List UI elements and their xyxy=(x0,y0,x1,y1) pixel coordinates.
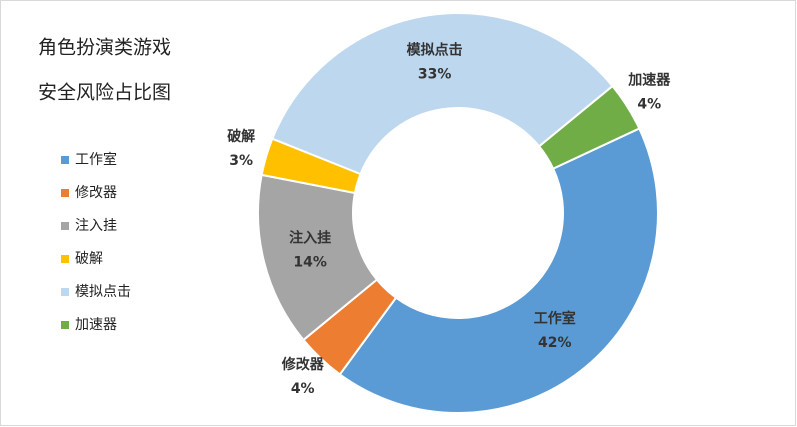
legend-label: 注入挂 xyxy=(75,218,117,234)
legend-label: 模拟点击 xyxy=(75,284,131,300)
legend-label: 工作室 xyxy=(75,151,117,168)
data-label-value: 4% xyxy=(637,97,661,113)
legend-swatch xyxy=(61,321,69,329)
legend-swatch xyxy=(61,222,69,230)
donut-slice xyxy=(338,127,659,414)
data-label-value: 42% xyxy=(538,335,572,351)
legend-swatch xyxy=(61,255,69,263)
legend-label: 修改器 xyxy=(75,185,117,201)
chart-title: 角色扮演类游戏 xyxy=(38,37,171,59)
legend-swatch xyxy=(61,156,69,164)
data-label-name: 破解 xyxy=(227,128,255,145)
legend-label: 加速器 xyxy=(75,317,117,333)
data-label-name: 模拟点击 xyxy=(407,41,463,58)
data-label-name: 注入挂 xyxy=(289,229,331,246)
data-label-name: 工作室 xyxy=(534,310,576,327)
donut-slice xyxy=(271,12,614,176)
donut-slice xyxy=(537,84,641,170)
data-label-name: 加速器 xyxy=(627,72,671,89)
data-label-value: 14% xyxy=(293,254,327,270)
data-label-name: 修改器 xyxy=(281,356,325,373)
chart-title: 安全风险占比图 xyxy=(38,82,171,104)
data-label-value: 3% xyxy=(229,153,253,169)
legend-swatch xyxy=(61,288,69,296)
data-label-value: 4% xyxy=(291,381,315,397)
legend-swatch xyxy=(61,189,69,197)
legend-label: 破解 xyxy=(75,251,103,267)
data-label-value: 33% xyxy=(418,66,452,82)
